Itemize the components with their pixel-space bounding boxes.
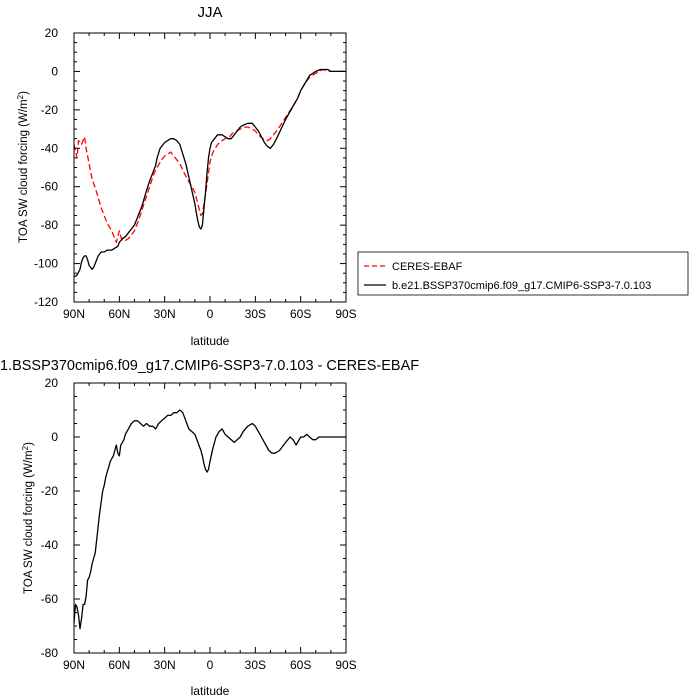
chart-top-x-tick-label: 0 [207, 307, 214, 321]
chart-bottom-x-tick-label: 0 [207, 658, 214, 672]
chart-bottom-ticks: 90N 60N 30N 0 30S 60S 90S 20 0 -20 -40 -60 -80 [41, 376, 357, 672]
chart-bottom-y-tick-label: -80 [41, 646, 59, 660]
chart-top-y-tick-label: 0 [51, 64, 58, 78]
chart-top: JJA 90N 60N 30N 0 30S 60S 90S 20 0 -20 -40 -60 -80 -1… [16, 4, 357, 348]
chart-bottom-x-axis-label: latitude [191, 684, 230, 698]
chart-bottom-x-tick-label: 60N [108, 658, 130, 672]
chart-top-series-line-0 [73, 68, 346, 244]
legend-box [357, 251, 689, 296]
chart-top-series-line-1 [73, 68, 346, 278]
chart-bottom-x-tick-label: 90S [335, 658, 356, 672]
chart-top-y-tick-label: -60 [41, 180, 59, 194]
chart-top-x-tick-label: 60N [108, 307, 130, 321]
chart-bottom-y-tick-label: 0 [51, 430, 58, 444]
chart-bottom-y-axis-label: TOA SW cloud forcing (W/m2) [21, 442, 36, 594]
chart-top-series [73, 68, 346, 278]
chart-top-x-tick-label: 90N [63, 307, 85, 321]
chart-top-x-tick-label: 90S [335, 307, 356, 321]
chart-bottom: 1.BSSP370cmip6.f09_g17.CMIP6-SSP3-7.0.10… [0, 358, 419, 698]
chart-bottom-x-tick-label: 90N [63, 658, 85, 672]
chart-top-y-tick-label: -20 [41, 103, 59, 117]
chart-top-y-axis-label: TOA SW cloud forcing (W/m2) [16, 91, 31, 243]
chart-top-x-tick-label: 60S [290, 307, 311, 321]
chart-top-y-tick-label: 20 [45, 26, 59, 40]
chart-bottom-x-tick-label: 30S [245, 658, 266, 672]
chart-bottom-x-tick-label: 30N [154, 658, 176, 672]
chart-top-x-tick-label: 30S [245, 307, 266, 321]
chart-bottom-y-tick-label: -60 [41, 592, 59, 606]
chart-top-y-tick-label: -80 [41, 218, 59, 232]
chart-bottom-series-line-0 [73, 409, 346, 630]
legend-label-model: b.e21.BSSP370cmip6.f09_g17.CMIP6-SSP3-7.… [392, 280, 651, 292]
chart-top-ticks: 90N 60N 30N 0 30S 60S 90S 20 0 -20 -40 -60 -80 -100 -1… [34, 26, 357, 321]
chart-top-title: JJA [197, 4, 222, 21]
chart-top-plot-frame [73, 32, 347, 303]
chart-top-y-tick-label: -120 [34, 295, 58, 309]
chart-top-x-tick-label: 30N [154, 307, 176, 321]
chart-top-x-axis-label: latitude [191, 334, 230, 348]
chart-bottom-title: 1.BSSP370cmip6.f09_g17.CMIP6-SSP3-7.0.10… [0, 358, 419, 374]
chart-top-y-tick-label: -100 [34, 257, 58, 271]
legend-label-ceres: CERES-EBAF [392, 261, 463, 273]
chart-bottom-plot-frame [73, 382, 347, 654]
chart-bottom-series [73, 409, 346, 630]
legend: CERES-EBAF b.e21.BSSP370cmip6.f09_g17.CM… [357, 251, 689, 296]
chart-bottom-y-tick-label: -40 [41, 538, 59, 552]
chart-bottom-x-tick-label: 60S [290, 658, 311, 672]
chart-bottom-y-tick-label: -20 [41, 484, 59, 498]
chart-bottom-y-tick-label: 20 [45, 376, 59, 390]
chart-top-y-tick-label: -40 [41, 141, 59, 155]
